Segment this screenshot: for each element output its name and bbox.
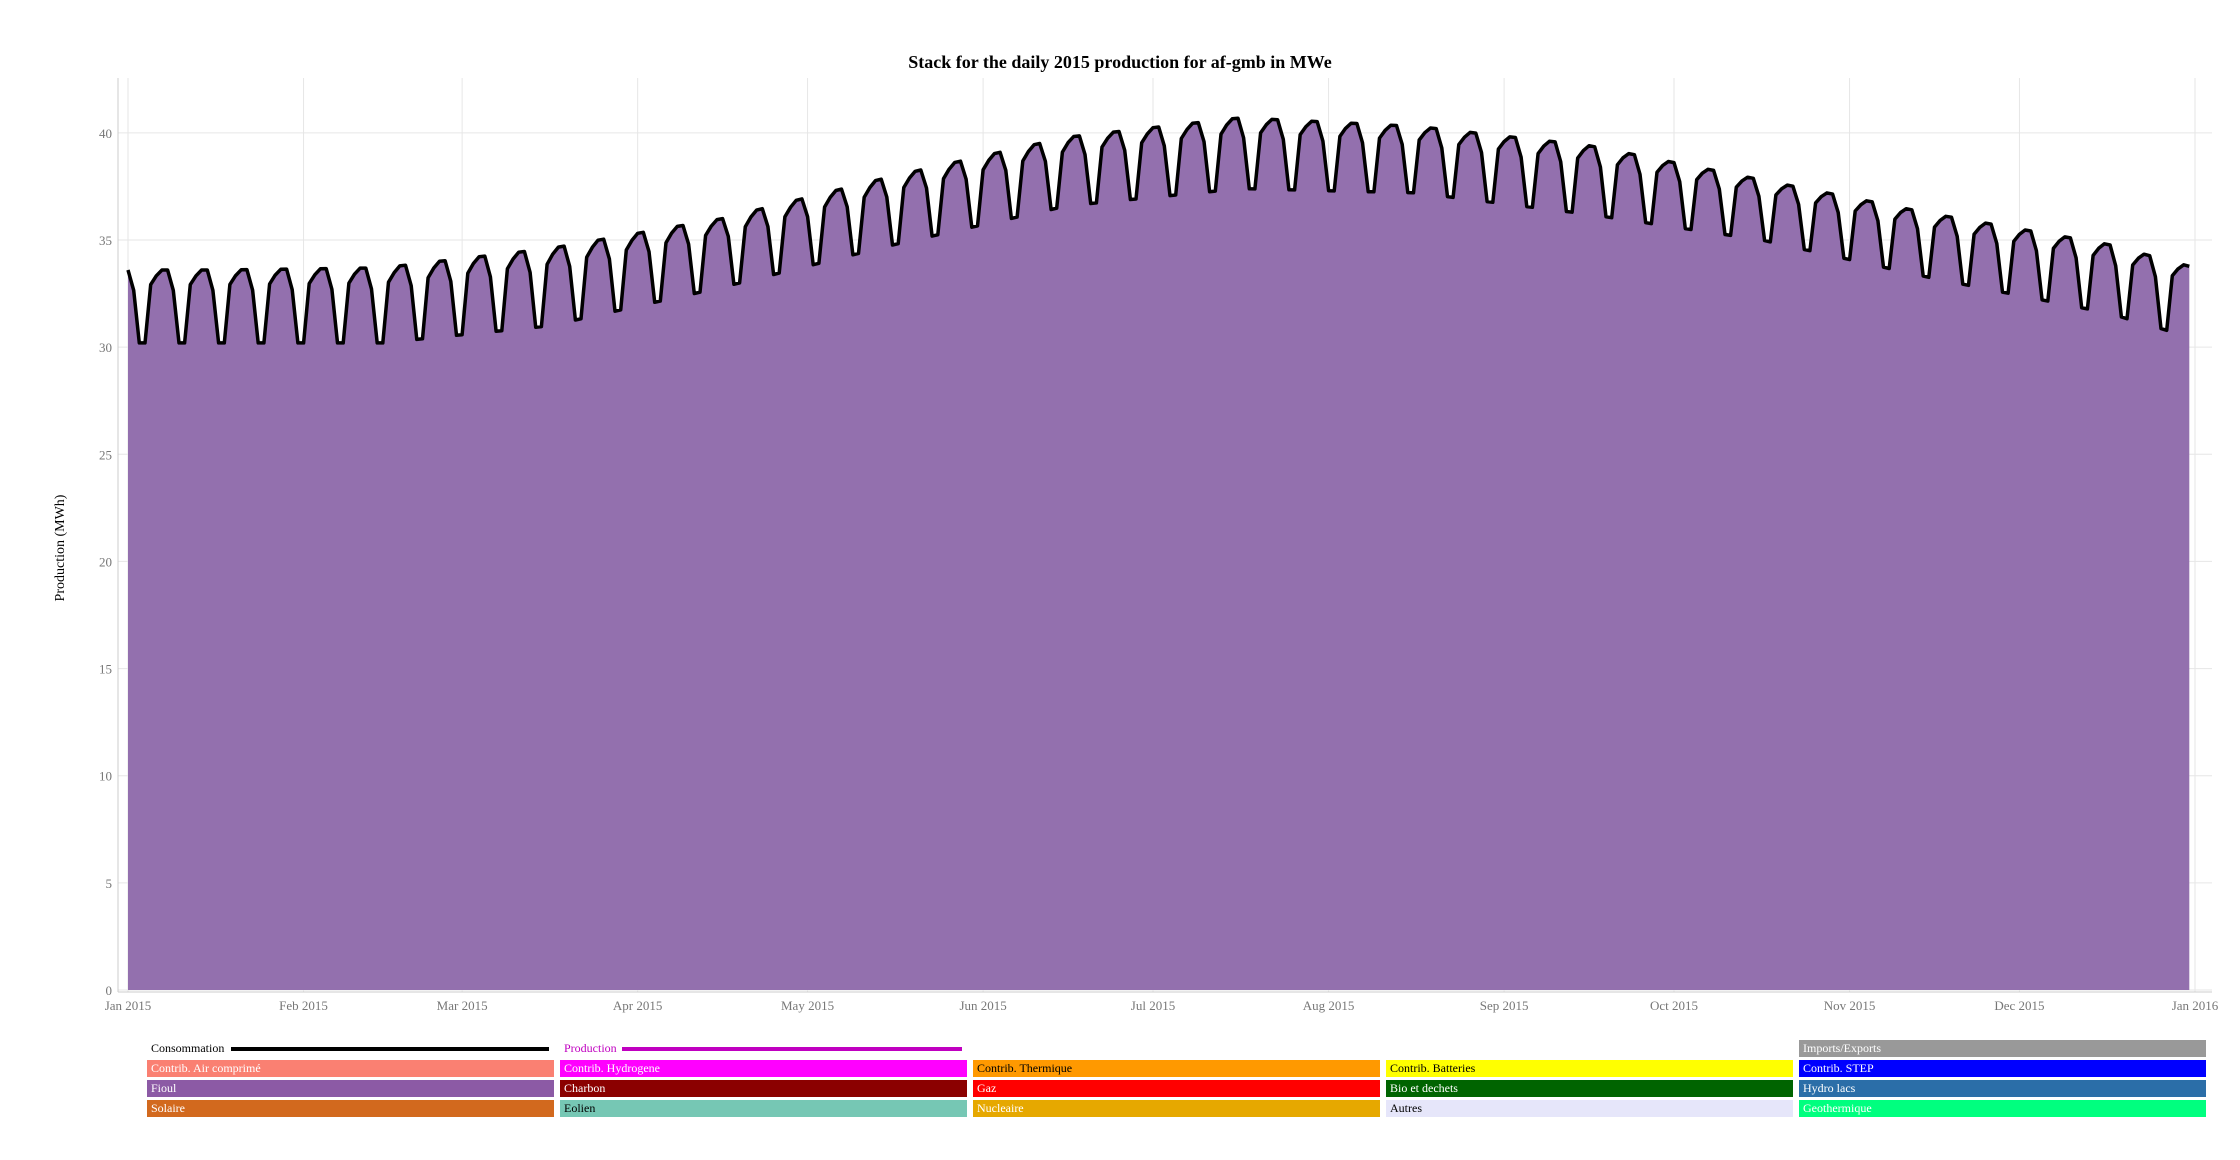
x-tick-label: Jan 2015 <box>105 998 152 1013</box>
legend-item[interactable]: Contrib. Batteries <box>1386 1060 1793 1077</box>
y-tick-label: 30 <box>99 340 112 355</box>
legend-item[interactable]: Imports/Exports <box>1799 1040 2206 1057</box>
legend-item[interactable]: Gaz <box>973 1080 1380 1097</box>
legend-item[interactable]: Contrib. Thermique <box>973 1060 1380 1077</box>
x-tick-label: Jan 2016 <box>2172 998 2219 1013</box>
x-tick-label: Apr 2015 <box>613 998 662 1013</box>
y-tick-label: 15 <box>99 662 112 677</box>
chart-title: Stack for the daily 2015 production for … <box>908 52 1332 72</box>
legend-item[interactable]: Fioul <box>147 1080 554 1097</box>
legend-item[interactable]: Nucleaire <box>973 1100 1380 1117</box>
x-tick-label: Aug 2015 <box>1303 998 1355 1013</box>
legend-item[interactable]: Contrib. Hydrogene <box>560 1060 967 1077</box>
legend: Consommation Production Imports/Exports Con… <box>147 1040 2213 1126</box>
y-tick-label: 20 <box>99 554 112 569</box>
x-tick-label: Dec 2015 <box>1994 998 2044 1013</box>
x-tick-label: Jun 2015 <box>959 998 1006 1013</box>
x-tick-label: Jul 2015 <box>1131 998 1175 1013</box>
legend-item[interactable]: Contrib. Air comprimé <box>147 1060 554 1077</box>
x-tick-label: Nov 2015 <box>1824 998 1876 1013</box>
legend-item[interactable]: Eolien <box>560 1100 967 1117</box>
line-consommation <box>126 116 2190 345</box>
line-layer <box>126 116 2190 345</box>
legend-item[interactable]: Bio et dechets <box>1386 1080 1793 1097</box>
y-tick-label: 5 <box>106 876 113 891</box>
legend-line-swatch <box>231 1047 549 1051</box>
x-tick-label: Sep 2015 <box>1480 998 1529 1013</box>
legend-item[interactable]: Charbon <box>560 1080 967 1097</box>
y-tick-label: 10 <box>99 769 112 784</box>
legend-item[interactable]: Geothermique <box>1799 1100 2206 1117</box>
legend-line-label[interactable]: Consommation <box>151 1041 225 1055</box>
legend-item[interactable]: Solaire <box>147 1100 554 1117</box>
legend-item[interactable]: Hydro lacs <box>1799 1080 2206 1097</box>
legend-line-swatch <box>622 1047 962 1051</box>
legend-line-label[interactable]: Production <box>564 1041 617 1055</box>
x-tick-label: Mar 2015 <box>437 998 488 1013</box>
y-tick-label: 35 <box>99 233 112 248</box>
legend-item[interactable]: Contrib. STEP <box>1799 1060 2206 1077</box>
y-tick-label: 0 <box>106 983 113 998</box>
x-tick-label: Oct 2015 <box>1650 998 1698 1013</box>
x-tick-label: May 2015 <box>781 998 834 1013</box>
y-tick-label: 25 <box>99 447 112 462</box>
y-axis-label: Production (MWh) <box>53 494 68 601</box>
x-tick-label: Feb 2015 <box>279 998 328 1013</box>
y-tick-label: 40 <box>99 126 112 141</box>
axis-layer: 0 5 10 15 20 25 30 35 40 Jan 2015 Feb 2015 Mar 2015… <box>99 78 2219 1013</box>
legend-item[interactable]: Autres <box>1386 1100 1793 1117</box>
area-layer <box>128 118 2190 990</box>
area-fioul <box>128 118 2190 990</box>
